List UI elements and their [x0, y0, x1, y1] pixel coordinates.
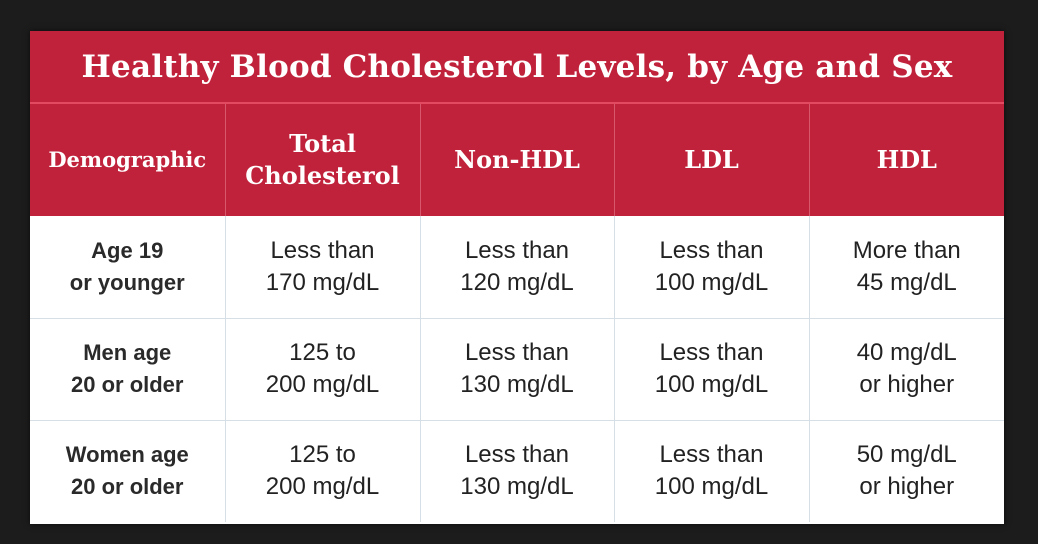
cell-non-hdl: Less than 130 mg/dL [419, 419, 614, 522]
cell-line: Less than [270, 236, 375, 264]
cell-line: 100 mg/dL [654, 268, 769, 296]
cell-total-cholesterol: 125 to 200 mg/dL [224, 317, 420, 420]
cell-line: 100 mg/dL [654, 473, 769, 501]
cholesterol-table: Demographic Total Cholesterol Non-HDL LD… [30, 104, 1004, 522]
header-ldl: LDL [613, 104, 809, 216]
table-header-row: Demographic Total Cholesterol Non-HDL LD… [30, 104, 1004, 216]
cell-total-cholesterol: Less than 170 mg/dL [224, 216, 420, 318]
table-row: Women age 20 or older 125 to 200 mg/dL L… [30, 419, 1004, 522]
cell-line: 20 or older [71, 372, 184, 397]
cell-line: Age 19 [91, 237, 164, 263]
header-non-hdl: Non-HDL [419, 104, 614, 216]
cell-non-hdl: Less than 120 mg/dL [419, 216, 614, 318]
header-hdl-label: HDL [876, 145, 937, 174]
cell-line: Men age [83, 340, 172, 365]
table-row: Men age 20 or older 125 to 200 mg/dL Les… [30, 317, 1004, 420]
cell-line: 120 mg/dL [460, 268, 574, 296]
cell-line: 130 mg/dL [460, 473, 574, 501]
cell-line: 125 to [289, 339, 356, 366]
cell-line: 125 to [289, 441, 356, 469]
cell-hdl: 40 mg/dL or higher [808, 317, 1004, 420]
header-non-hdl-label: Non-HDL [454, 145, 580, 174]
cell-line: Less than [659, 339, 764, 366]
cell-line: 20 or older [71, 474, 184, 500]
cell-demographic: Age 19 or younger [30, 216, 225, 318]
header-demographic-label: Demographic [48, 147, 207, 172]
cell-line: Less than [659, 236, 764, 264]
cell-hdl: 50 mg/dL or higher [808, 419, 1004, 522]
cell-line: 40 mg/dL [856, 339, 957, 366]
header-total-line2: Cholesterol [245, 161, 400, 190]
cell-demographic: Men age 20 or older [30, 317, 225, 420]
cell-line: or younger [69, 269, 185, 295]
cell-ldl: Less than 100 mg/dL [613, 317, 809, 420]
cell-total-cholesterol: 125 to 200 mg/dL [224, 419, 420, 522]
cell-line: 45 mg/dL [856, 268, 957, 296]
header-demographic: Demographic [30, 104, 225, 216]
cell-ldl: Less than 100 mg/dL [613, 419, 809, 522]
cell-line: or higher [859, 371, 955, 398]
cell-line: 200 mg/dL [265, 371, 380, 398]
cell-line: 200 mg/dL [265, 473, 380, 501]
title-bar: Healthy Blood Cholesterol Levels, by Age… [30, 31, 1004, 104]
cell-non-hdl: Less than 130 mg/dL [419, 317, 614, 420]
cell-hdl: More than 45 mg/dL [808, 216, 1004, 318]
cell-line: or higher [859, 473, 955, 501]
cell-ldl: Less than 100 mg/dL [613, 216, 809, 318]
cell-line: Less than [464, 236, 570, 264]
cholesterol-table-card: Healthy Blood Cholesterol Levels, by Age… [30, 31, 1004, 524]
cell-line: Less than [464, 441, 570, 469]
cell-line: Women age [65, 442, 189, 468]
cell-line: 100 mg/dL [654, 371, 769, 398]
header-total-cholesterol: Total Cholesterol [224, 104, 420, 216]
cell-line: 170 mg/dL [265, 268, 380, 296]
cell-demographic: Women age 20 or older [30, 419, 225, 522]
cell-line: Less than [464, 339, 570, 366]
cell-line: 130 mg/dL [460, 371, 574, 398]
header-total-line1: Total [289, 129, 356, 158]
table-row: Age 19 or younger Less than 170 mg/dL Le… [30, 216, 1004, 318]
header-ldl-label: LDL [684, 145, 739, 174]
cell-line: 50 mg/dL [856, 441, 957, 469]
header-hdl: HDL [808, 104, 1004, 216]
page-title: Healthy Blood Cholesterol Levels, by Age… [81, 48, 953, 85]
cell-line: More than [852, 236, 961, 264]
cell-line: Less than [659, 441, 764, 469]
